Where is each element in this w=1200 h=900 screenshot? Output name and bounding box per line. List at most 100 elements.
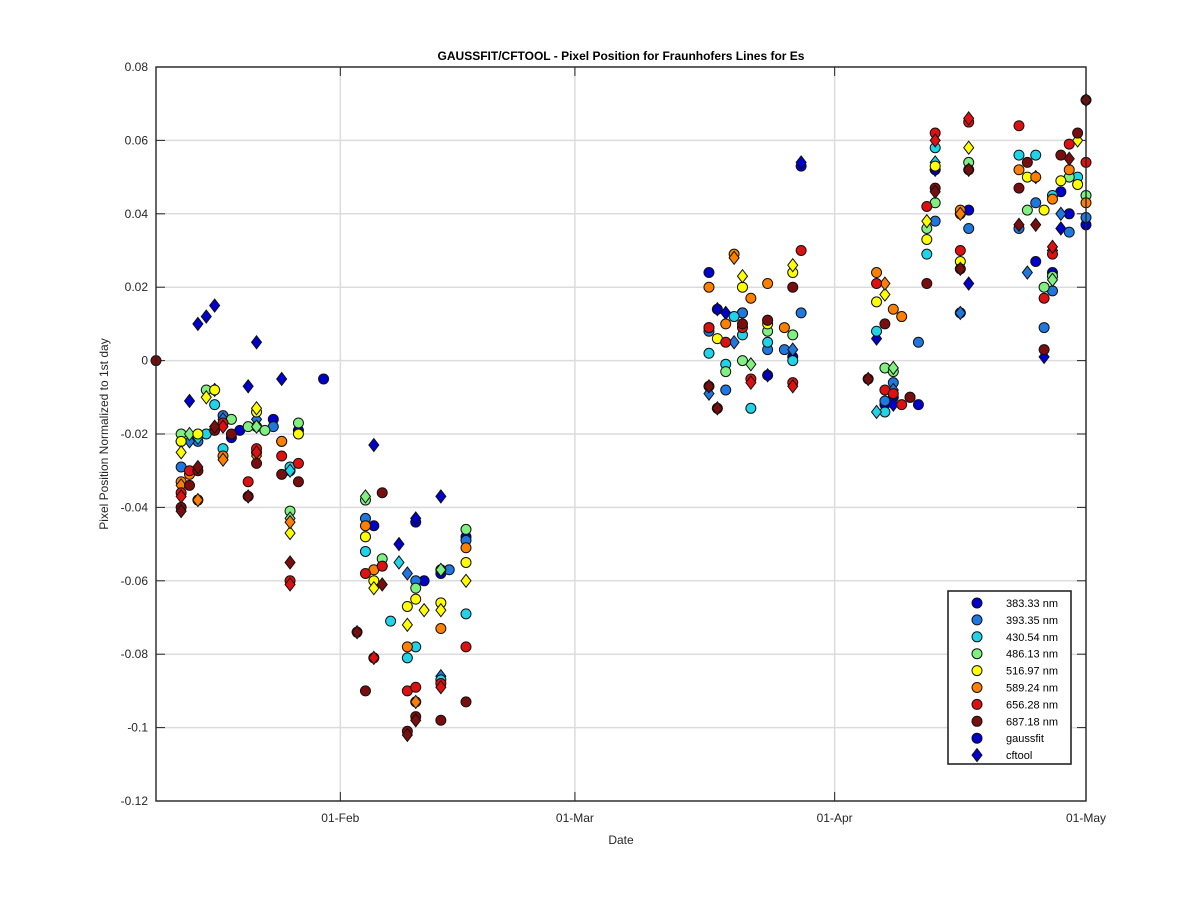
gaussfit-point — [929, 160, 941, 172]
cftool-point — [284, 514, 296, 530]
cftool-point — [1063, 151, 1075, 167]
cftool-point — [711, 301, 723, 317]
cftool-point — [954, 206, 966, 222]
legend-marker — [971, 631, 983, 643]
cftool-point — [276, 371, 288, 387]
cftool-point — [368, 437, 380, 453]
cftool-point — [1013, 217, 1025, 233]
cftool-point — [862, 371, 874, 387]
cftool-point — [929, 184, 941, 200]
gaussfit-point — [460, 556, 472, 568]
cftool-point — [175, 445, 187, 460]
y-tick-label: 0.04 — [125, 207, 149, 221]
cftool-point — [435, 489, 447, 504]
cftool-point — [410, 712, 422, 728]
gaussfit-point — [1013, 149, 1025, 161]
cftool-point — [192, 492, 204, 508]
legend-entry-label: 656.28 nm — [1006, 699, 1058, 711]
gaussfit-point — [1021, 156, 1033, 168]
y-tick-label: -0.08 — [121, 647, 149, 661]
gaussfit-point — [795, 307, 807, 319]
cftool-point — [870, 404, 883, 420]
legend: 383.33 nm 393.35 nm 430.54 nm 486.13 nm 516.… — [947, 590, 1072, 765]
gaussfit-point — [1072, 127, 1084, 139]
cftool-point — [787, 378, 799, 394]
y-tick-label: -0.12 — [121, 794, 149, 808]
cftool-point — [401, 727, 413, 743]
gaussfit-point — [1013, 120, 1025, 132]
legend-entry-label: 393.35 nm — [1006, 615, 1058, 627]
gaussfit-point — [1021, 204, 1033, 216]
gaussfit-point — [745, 402, 757, 414]
gaussfit-point — [175, 435, 187, 447]
gaussfit-point — [251, 457, 263, 469]
cftool-point — [728, 250, 740, 266]
gaussfit-point — [787, 281, 799, 293]
cftool-point — [209, 298, 221, 313]
cftool-point — [250, 419, 263, 434]
cftool-point — [711, 400, 723, 416]
cftool-point — [284, 577, 296, 592]
y-tick-labels: 0.08 0.06 0.04 0.02 0 -0.02 -0.04 -0.06 -0.08 -0.… — [121, 60, 149, 808]
legend-marker — [971, 747, 983, 763]
gaussfit-point — [359, 520, 371, 532]
cftool-point — [183, 393, 196, 409]
x-tick-label: 01-Feb — [321, 811, 359, 825]
gaussfit-point — [703, 267, 715, 279]
series-516-97-nm — [175, 133, 1084, 633]
gaussfit-point — [376, 487, 388, 499]
gaussfit-point — [703, 347, 715, 359]
gaussfit-point — [435, 623, 447, 635]
gaussfit-point — [1038, 204, 1050, 216]
gaussfit-point — [460, 608, 472, 620]
gaussfit-point — [896, 311, 908, 323]
cftool-point — [1055, 221, 1067, 236]
gaussfit-point — [1013, 182, 1025, 194]
legend-entry-label: 516.97 nm — [1006, 666, 1058, 678]
cftool-point — [368, 650, 380, 666]
gaussfit-point — [242, 476, 254, 488]
x-tick-label: 01-May — [1066, 811, 1106, 825]
cftool-point — [217, 419, 229, 434]
gaussfit-point — [259, 424, 271, 436]
cftool-point — [1046, 272, 1059, 288]
gaussfit-point — [1063, 164, 1075, 176]
cftool-point — [376, 577, 388, 592]
cftool-point — [250, 334, 263, 350]
gaussfit-point — [276, 468, 288, 480]
gaussfit-point — [192, 428, 204, 440]
cftool-point — [200, 389, 212, 405]
gaussfit-point — [209, 384, 221, 396]
gaussfit-point — [410, 582, 422, 594]
cftool-point — [393, 536, 405, 552]
series-687-18-nm — [150, 92, 1092, 743]
cftool-point — [963, 111, 975, 126]
gaussfit-point — [1038, 281, 1050, 293]
gaussfit-point — [460, 523, 472, 535]
cftool-point — [242, 378, 254, 394]
legend-marker — [971, 715, 983, 727]
cftool-point — [435, 602, 447, 618]
cftool-point — [460, 573, 472, 589]
gaussfit-point — [871, 267, 883, 279]
gaussfit-point — [460, 641, 472, 653]
gaussfit-point — [912, 399, 924, 411]
legend-entry-label: cftool — [1006, 750, 1032, 762]
gaussfit-point — [1030, 149, 1042, 161]
gaussfit-point — [292, 476, 304, 488]
y-tick-label: 0.02 — [125, 280, 149, 294]
y-tick-label: 0.06 — [125, 133, 149, 147]
gaussfit-point — [787, 355, 799, 367]
legend-marker — [971, 682, 983, 693]
gaussfit-point — [401, 652, 413, 664]
legend-entry-label: 430.54 nm — [1006, 632, 1058, 644]
legend-entry-label: 589.24 nm — [1006, 683, 1058, 695]
cftool-point — [217, 452, 229, 468]
cftool-point — [351, 624, 363, 640]
cftool-point — [410, 694, 422, 710]
cftool-point — [795, 155, 807, 170]
gaussfit-point — [745, 292, 757, 304]
cftool-point — [368, 580, 380, 596]
gaussfit-point — [225, 428, 237, 440]
